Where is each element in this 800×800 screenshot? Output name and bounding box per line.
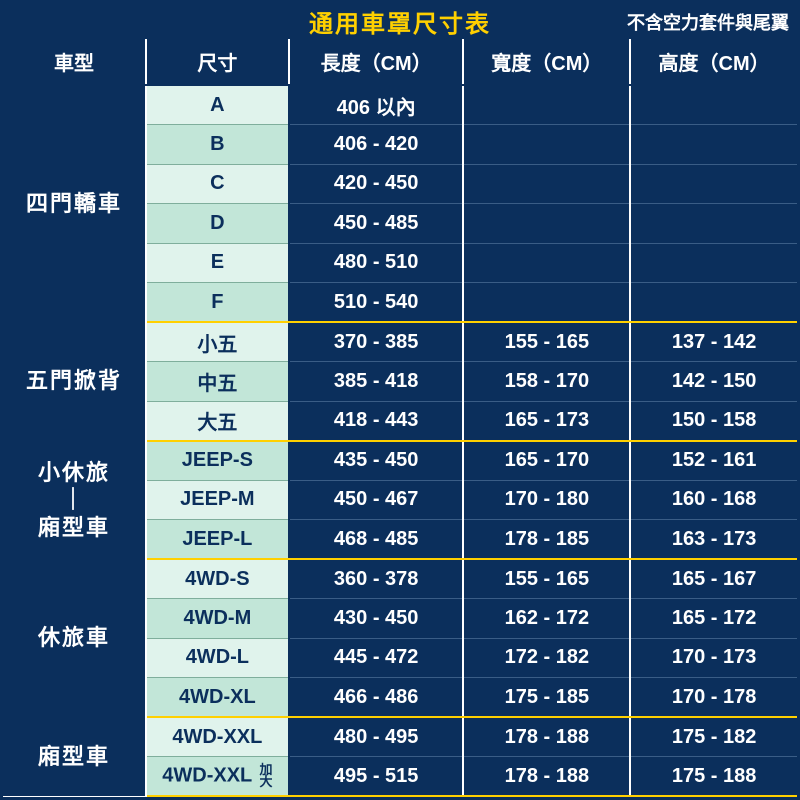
type-cell: 廂型車 xyxy=(3,717,146,796)
len-cell: 480 - 495 xyxy=(289,717,464,757)
table-row: 四門轎車A406 以內 xyxy=(3,85,797,125)
hei-cell: 175 - 182 xyxy=(630,717,797,757)
size-cell: 中五 xyxy=(146,362,289,402)
len-cell: 430 - 450 xyxy=(289,599,464,639)
size-cell: JEEP-M xyxy=(146,480,289,520)
len-cell: 445 - 472 xyxy=(289,638,464,678)
size-table: 車型 尺寸 長度（CM） 寬度（CM） 高度（CM） 四門轎車A406 以內B4… xyxy=(3,39,797,797)
size-cell: JEEP-S xyxy=(146,441,289,481)
size-cell: C xyxy=(146,164,289,204)
type-cell: 小休旅｜廂型車 xyxy=(3,441,146,560)
col-width: 寬度（CM） xyxy=(463,39,630,85)
len-cell: 370 - 385 xyxy=(289,322,464,362)
size-cell: E xyxy=(146,243,289,283)
wid-cell: 155 - 165 xyxy=(463,322,630,362)
hei-cell xyxy=(630,85,797,125)
len-cell: 418 - 443 xyxy=(289,401,464,441)
len-cell: 360 - 378 xyxy=(289,559,464,599)
table-row: 小休旅｜廂型車JEEP-S435 - 450165 - 170152 - 161 xyxy=(3,441,797,481)
hei-cell: 165 - 172 xyxy=(630,599,797,639)
hei-cell: 170 - 173 xyxy=(630,638,797,678)
len-cell: 468 - 485 xyxy=(289,520,464,560)
title-bar: 通用車罩尺寸表 不含空力套件與尾翼 xyxy=(3,3,797,39)
hei-cell xyxy=(630,164,797,204)
len-cell: 510 - 540 xyxy=(289,283,464,323)
len-cell: 420 - 450 xyxy=(289,164,464,204)
hei-cell: 152 - 161 xyxy=(630,441,797,481)
hei-cell xyxy=(630,243,797,283)
size-cell: D xyxy=(146,204,289,244)
col-length: 長度（CM） xyxy=(289,39,464,85)
type-cell: 四門轎車 xyxy=(3,85,146,322)
wid-cell xyxy=(463,283,630,323)
table-row: 廂型車4WD-XXL480 - 495178 - 188175 - 182 xyxy=(3,717,797,757)
len-cell: 406 - 420 xyxy=(289,125,464,165)
subtitle: 不含空力套件與尾翼 xyxy=(627,9,789,35)
wid-cell xyxy=(463,204,630,244)
header-row: 車型 尺寸 長度（CM） 寬度（CM） 高度（CM） xyxy=(3,39,797,85)
hei-cell: 170 - 178 xyxy=(630,678,797,718)
wid-cell: 178 - 185 xyxy=(463,520,630,560)
size-cell: 4WD-XXL 加大 xyxy=(146,757,289,797)
col-type: 車型 xyxy=(3,39,146,85)
wid-cell: 175 - 185 xyxy=(463,678,630,718)
size-cell: F xyxy=(146,283,289,323)
size-cell: 4WD-XL xyxy=(146,678,289,718)
col-height: 高度（CM） xyxy=(630,39,797,85)
table-row: 休旅車4WD-S360 - 378155 - 165165 - 167 xyxy=(3,559,797,599)
hei-cell: 137 - 142 xyxy=(630,322,797,362)
size-cell: JEEP-L xyxy=(146,520,289,560)
size-cell: 大五 xyxy=(146,401,289,441)
wid-cell: 155 - 165 xyxy=(463,559,630,599)
wid-cell: 178 - 188 xyxy=(463,757,630,797)
len-cell: 450 - 467 xyxy=(289,480,464,520)
size-cell: B xyxy=(146,125,289,165)
len-cell: 385 - 418 xyxy=(289,362,464,402)
size-cell: 4WD-L xyxy=(146,638,289,678)
wid-cell xyxy=(463,243,630,283)
size-cell: 小五 xyxy=(146,322,289,362)
hei-cell: 165 - 167 xyxy=(630,559,797,599)
wid-cell xyxy=(463,164,630,204)
col-size: 尺寸 xyxy=(146,39,289,85)
wid-cell: 178 - 188 xyxy=(463,717,630,757)
hei-cell xyxy=(630,125,797,165)
wid-cell: 165 - 170 xyxy=(463,441,630,481)
wid-cell xyxy=(463,85,630,125)
wid-cell: 158 - 170 xyxy=(463,362,630,402)
len-cell: 480 - 510 xyxy=(289,243,464,283)
wid-cell: 172 - 182 xyxy=(463,638,630,678)
size-cell: 4WD-S xyxy=(146,559,289,599)
type-cell: 休旅車 xyxy=(3,559,146,717)
hei-cell: 163 - 173 xyxy=(630,520,797,560)
len-cell: 495 - 515 xyxy=(289,757,464,797)
table-row: 五門掀背小五370 - 385155 - 165137 - 142 xyxy=(3,322,797,362)
len-cell: 435 - 450 xyxy=(289,441,464,481)
size-chart: 通用車罩尺寸表 不含空力套件與尾翼 車型 尺寸 長度（CM） 寬度（CM） 高度… xyxy=(0,0,800,800)
size-cell: 4WD-M xyxy=(146,599,289,639)
size-cell: 4WD-XXL xyxy=(146,717,289,757)
len-cell: 466 - 486 xyxy=(289,678,464,718)
hei-cell: 150 - 158 xyxy=(630,401,797,441)
wid-cell: 165 - 173 xyxy=(463,401,630,441)
len-cell: 406 以內 xyxy=(289,85,464,125)
wid-cell: 162 - 172 xyxy=(463,599,630,639)
hei-cell: 142 - 150 xyxy=(630,362,797,402)
hei-cell: 160 - 168 xyxy=(630,480,797,520)
hei-cell: 175 - 188 xyxy=(630,757,797,797)
wid-cell: 170 - 180 xyxy=(463,480,630,520)
len-cell: 450 - 485 xyxy=(289,204,464,244)
main-title: 通用車罩尺寸表 xyxy=(309,4,491,39)
size-cell: A xyxy=(146,85,289,125)
type-cell: 五門掀背 xyxy=(3,322,146,441)
wid-cell xyxy=(463,125,630,165)
hei-cell xyxy=(630,204,797,244)
hei-cell xyxy=(630,283,797,323)
